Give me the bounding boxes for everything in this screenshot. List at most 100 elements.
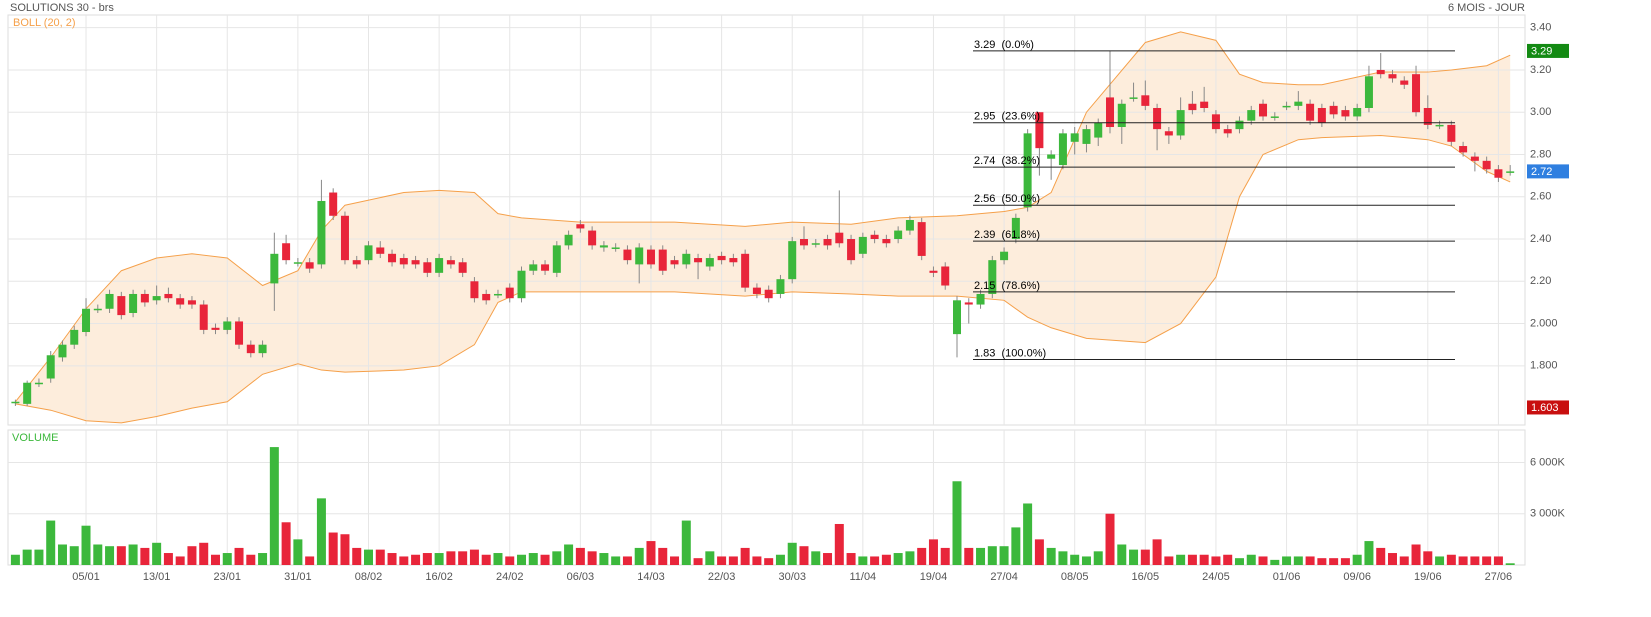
candle-body — [70, 329, 79, 345]
volume-bar — [469, 549, 479, 565]
volume-bar — [422, 553, 432, 565]
candle-body — [1282, 105, 1291, 108]
candle-body — [1482, 160, 1491, 170]
volume-bar — [387, 553, 397, 565]
volume-bar — [1199, 554, 1209, 565]
candle-body — [1364, 76, 1373, 108]
volume-bar — [481, 554, 491, 565]
volume-bar — [1081, 556, 1091, 565]
price-badge-label: 1.603 — [1531, 402, 1559, 414]
volume-bar — [1458, 556, 1468, 565]
x-tick-label: 08/05 — [1061, 571, 1089, 583]
volume-bar — [34, 549, 44, 565]
volume-bar — [458, 551, 468, 565]
volume-bar — [1011, 527, 1021, 565]
candle-body — [1329, 105, 1338, 115]
candle-body — [458, 262, 467, 273]
volume-bar — [1070, 554, 1080, 565]
candle-body — [976, 293, 985, 305]
candle-body — [399, 258, 408, 265]
candle-body — [34, 382, 43, 385]
volume-bar — [1129, 549, 1139, 565]
volume-bar — [1376, 547, 1386, 565]
volume-bar — [575, 547, 585, 565]
candle-body — [776, 279, 785, 294]
x-tick-label: 31/01 — [284, 571, 312, 583]
candle-body — [105, 293, 114, 309]
volume-bar — [622, 556, 632, 565]
candle-body — [23, 382, 32, 404]
candle-body — [235, 321, 244, 345]
volume-bar — [246, 554, 256, 565]
candle-body — [211, 327, 220, 330]
volume-bar — [281, 522, 291, 565]
candle-body — [223, 321, 232, 330]
volume-bar — [1482, 556, 1492, 565]
candle-body — [270, 253, 279, 284]
volume-bar — [823, 553, 833, 565]
fib-label: 2.95 (23.6%) — [974, 111, 1040, 123]
volume-bar — [634, 547, 644, 565]
volume-bar — [1023, 503, 1033, 565]
volume-bar — [116, 546, 126, 565]
candle-body — [905, 220, 914, 231]
volume-bar — [1352, 554, 1362, 565]
candle-body — [1200, 101, 1209, 108]
candle-body — [847, 239, 856, 261]
candle-body — [423, 262, 432, 273]
fib-label: 2.15 (78.6%) — [974, 280, 1040, 292]
volume-bar — [952, 481, 962, 565]
candle-body — [493, 293, 502, 296]
candle-body — [1306, 103, 1315, 121]
candle-body — [1341, 110, 1350, 117]
indicator-label: BOLL (20, 2) — [13, 17, 76, 29]
candle-body — [599, 245, 608, 248]
volume-bar — [81, 525, 91, 565]
volume-bar — [493, 553, 503, 565]
volume-bar — [599, 553, 609, 565]
x-tick-label: 01/06 — [1273, 571, 1301, 583]
candle-body — [646, 249, 655, 265]
candle-body — [611, 247, 620, 249]
price-panel — [7, 14, 1526, 426]
candle-body — [1117, 103, 1126, 128]
volume-bar — [1152, 539, 1162, 565]
fib-label: 2.39 (61.8%) — [974, 229, 1040, 241]
volume-bar — [717, 556, 727, 565]
x-tick-label: 16/02 — [425, 571, 453, 583]
volume-bar — [1093, 551, 1103, 565]
volume-bar — [905, 551, 915, 565]
volume-bar — [517, 554, 527, 565]
x-tick-label: 09/06 — [1343, 571, 1371, 583]
candle-body — [799, 239, 808, 246]
volume-bar — [705, 551, 715, 565]
candle-body — [682, 253, 691, 265]
candle-body — [258, 344, 267, 354]
candle-body — [623, 249, 632, 261]
volume-bar — [10, 554, 20, 565]
x-tick-label: 14/03 — [637, 571, 665, 583]
candle-body — [988, 260, 997, 294]
candle-body — [482, 293, 491, 301]
volume-bar — [105, 546, 115, 565]
candle-body — [1412, 74, 1421, 113]
candle-body — [199, 304, 208, 330]
candle-body — [364, 245, 373, 261]
volume-bar — [811, 551, 821, 565]
candle-body — [1435, 124, 1444, 127]
volume-bar — [1435, 556, 1445, 565]
x-tick-label: 27/06 — [1485, 571, 1513, 583]
volume-bar — [1293, 556, 1303, 565]
candle-body — [117, 296, 126, 316]
y-tick-label: 2.20 — [1530, 275, 1551, 287]
price-badge — [1527, 164, 1569, 179]
price-badge-label: 2.72 — [1531, 166, 1552, 178]
volume-bar — [234, 547, 244, 565]
volume-bar — [140, 547, 150, 565]
candle-body — [1023, 133, 1032, 208]
candle-body — [788, 241, 797, 280]
candle-body — [941, 266, 950, 286]
volume-bar — [57, 544, 67, 565]
candle-body — [1070, 133, 1079, 142]
volume-bar — [728, 556, 738, 565]
